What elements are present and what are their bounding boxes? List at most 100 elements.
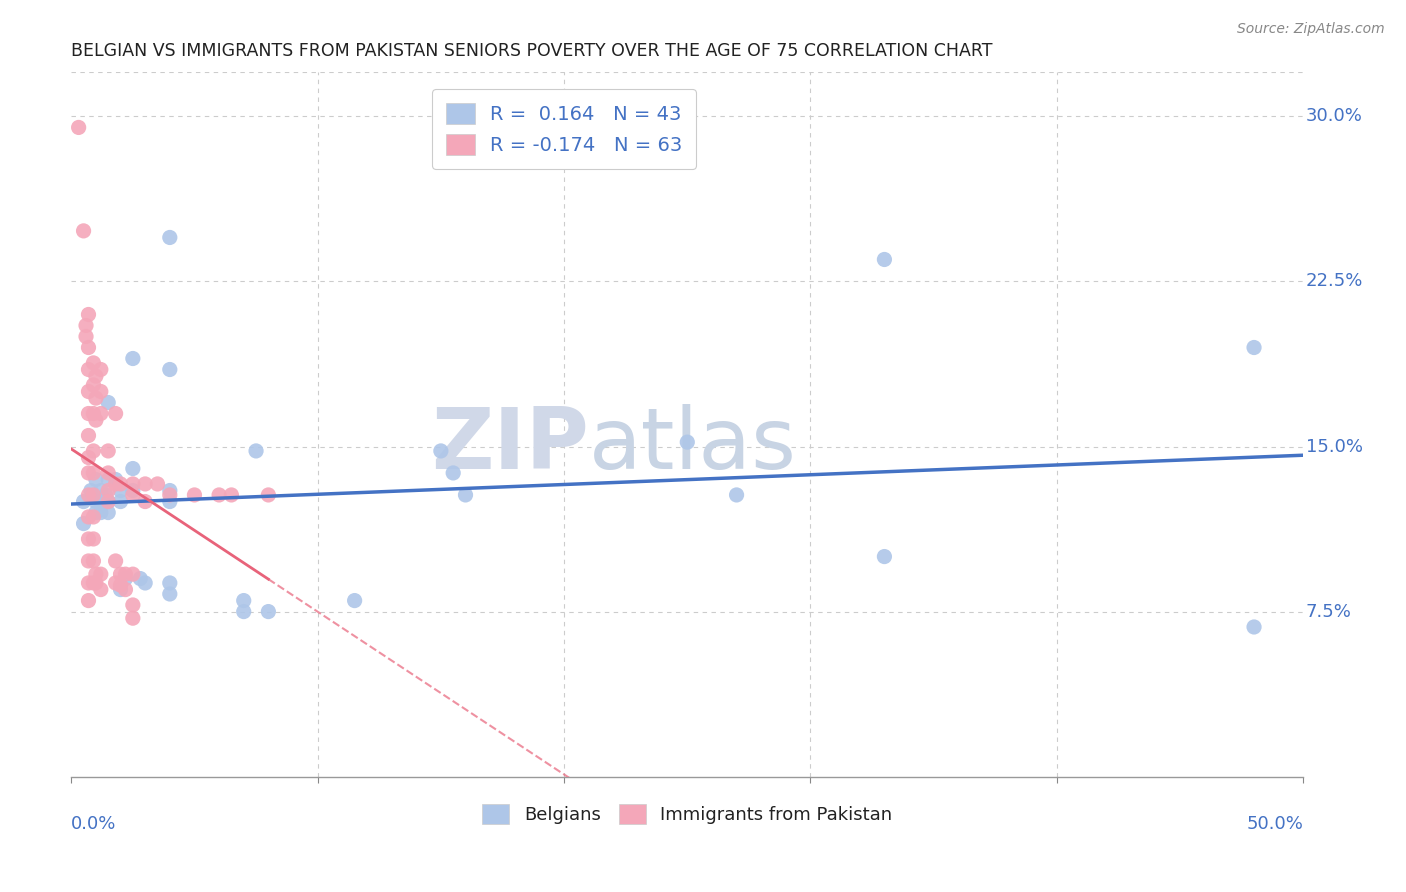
Point: [121, 488, 143, 502]
Point: [97, 483, 120, 498]
Point: [90, 384, 112, 399]
Point: [77, 450, 100, 465]
Point: [72, 224, 94, 238]
Text: ZIP: ZIP: [432, 404, 589, 487]
Text: 50.0%: 50.0%: [1247, 815, 1303, 833]
Point: [84, 506, 107, 520]
Text: 22.5%: 22.5%: [1306, 272, 1364, 291]
Text: Source: ZipAtlas.com: Source: ZipAtlas.com: [1237, 22, 1385, 37]
Point: [90, 506, 112, 520]
Point: [90, 362, 112, 376]
Point: [82, 510, 104, 524]
Point: [134, 477, 156, 491]
Point: [104, 576, 127, 591]
Point: [232, 605, 254, 619]
Point: [1243, 620, 1265, 634]
Point: [72, 516, 94, 531]
Legend: Belgians, Immigrants from Pakistan: Belgians, Immigrants from Pakistan: [475, 797, 900, 831]
Point: [80, 483, 103, 498]
Point: [77, 576, 100, 591]
Point: [84, 494, 107, 508]
Point: [82, 466, 104, 480]
Point: [121, 351, 143, 366]
Point: [110, 494, 132, 508]
Point: [77, 488, 100, 502]
Point: [75, 329, 97, 343]
Point: [441, 466, 464, 480]
Point: [110, 582, 132, 597]
Point: [129, 572, 152, 586]
Point: [159, 488, 181, 502]
Point: [67, 120, 90, 135]
Point: [82, 576, 104, 591]
Point: [97, 494, 120, 508]
Point: [90, 494, 112, 508]
Point: [183, 488, 205, 502]
Point: [82, 407, 104, 421]
Point: [121, 477, 143, 491]
Text: 0.0%: 0.0%: [72, 815, 117, 833]
Point: [159, 587, 181, 601]
Point: [90, 407, 112, 421]
Point: [110, 483, 132, 498]
Point: [84, 369, 107, 384]
Point: [676, 435, 699, 450]
Point: [110, 578, 132, 592]
Point: [121, 461, 143, 475]
Point: [114, 582, 136, 597]
Text: atlas: atlas: [589, 404, 797, 487]
Point: [77, 384, 100, 399]
Point: [159, 483, 181, 498]
Point: [72, 494, 94, 508]
Point: [725, 488, 748, 502]
Point: [104, 554, 127, 568]
Point: [82, 356, 104, 370]
Point: [77, 532, 100, 546]
Point: [208, 488, 231, 502]
Text: 7.5%: 7.5%: [1306, 603, 1351, 621]
Point: [134, 576, 156, 591]
Point: [82, 554, 104, 568]
Point: [221, 488, 243, 502]
Point: [94, 488, 117, 502]
Point: [77, 341, 100, 355]
Text: 30.0%: 30.0%: [1306, 107, 1362, 126]
Point: [257, 605, 280, 619]
Point: [77, 428, 100, 442]
Point: [121, 483, 143, 498]
Point: [84, 413, 107, 427]
Text: 15.0%: 15.0%: [1306, 438, 1362, 456]
Point: [77, 510, 100, 524]
Point: [159, 362, 181, 376]
Point: [114, 572, 136, 586]
Point: [1243, 341, 1265, 355]
Point: [110, 477, 132, 491]
Point: [82, 532, 104, 546]
Point: [121, 598, 143, 612]
Point: [232, 593, 254, 607]
Point: [121, 611, 143, 625]
Point: [84, 391, 107, 405]
Point: [245, 444, 267, 458]
Point: [77, 466, 100, 480]
Point: [454, 488, 477, 502]
Point: [77, 362, 100, 376]
Point: [90, 582, 112, 597]
Point: [146, 477, 169, 491]
Point: [873, 549, 896, 564]
Point: [77, 308, 100, 322]
Point: [343, 593, 366, 607]
Point: [104, 477, 127, 491]
Point: [84, 567, 107, 582]
Point: [75, 318, 97, 333]
Point: [121, 567, 143, 582]
Point: [77, 593, 100, 607]
Point: [134, 494, 156, 508]
Point: [90, 567, 112, 582]
Point: [159, 494, 181, 508]
Point: [873, 252, 896, 267]
Point: [104, 407, 127, 421]
Point: [257, 488, 280, 502]
Point: [84, 473, 107, 487]
Point: [82, 488, 104, 502]
